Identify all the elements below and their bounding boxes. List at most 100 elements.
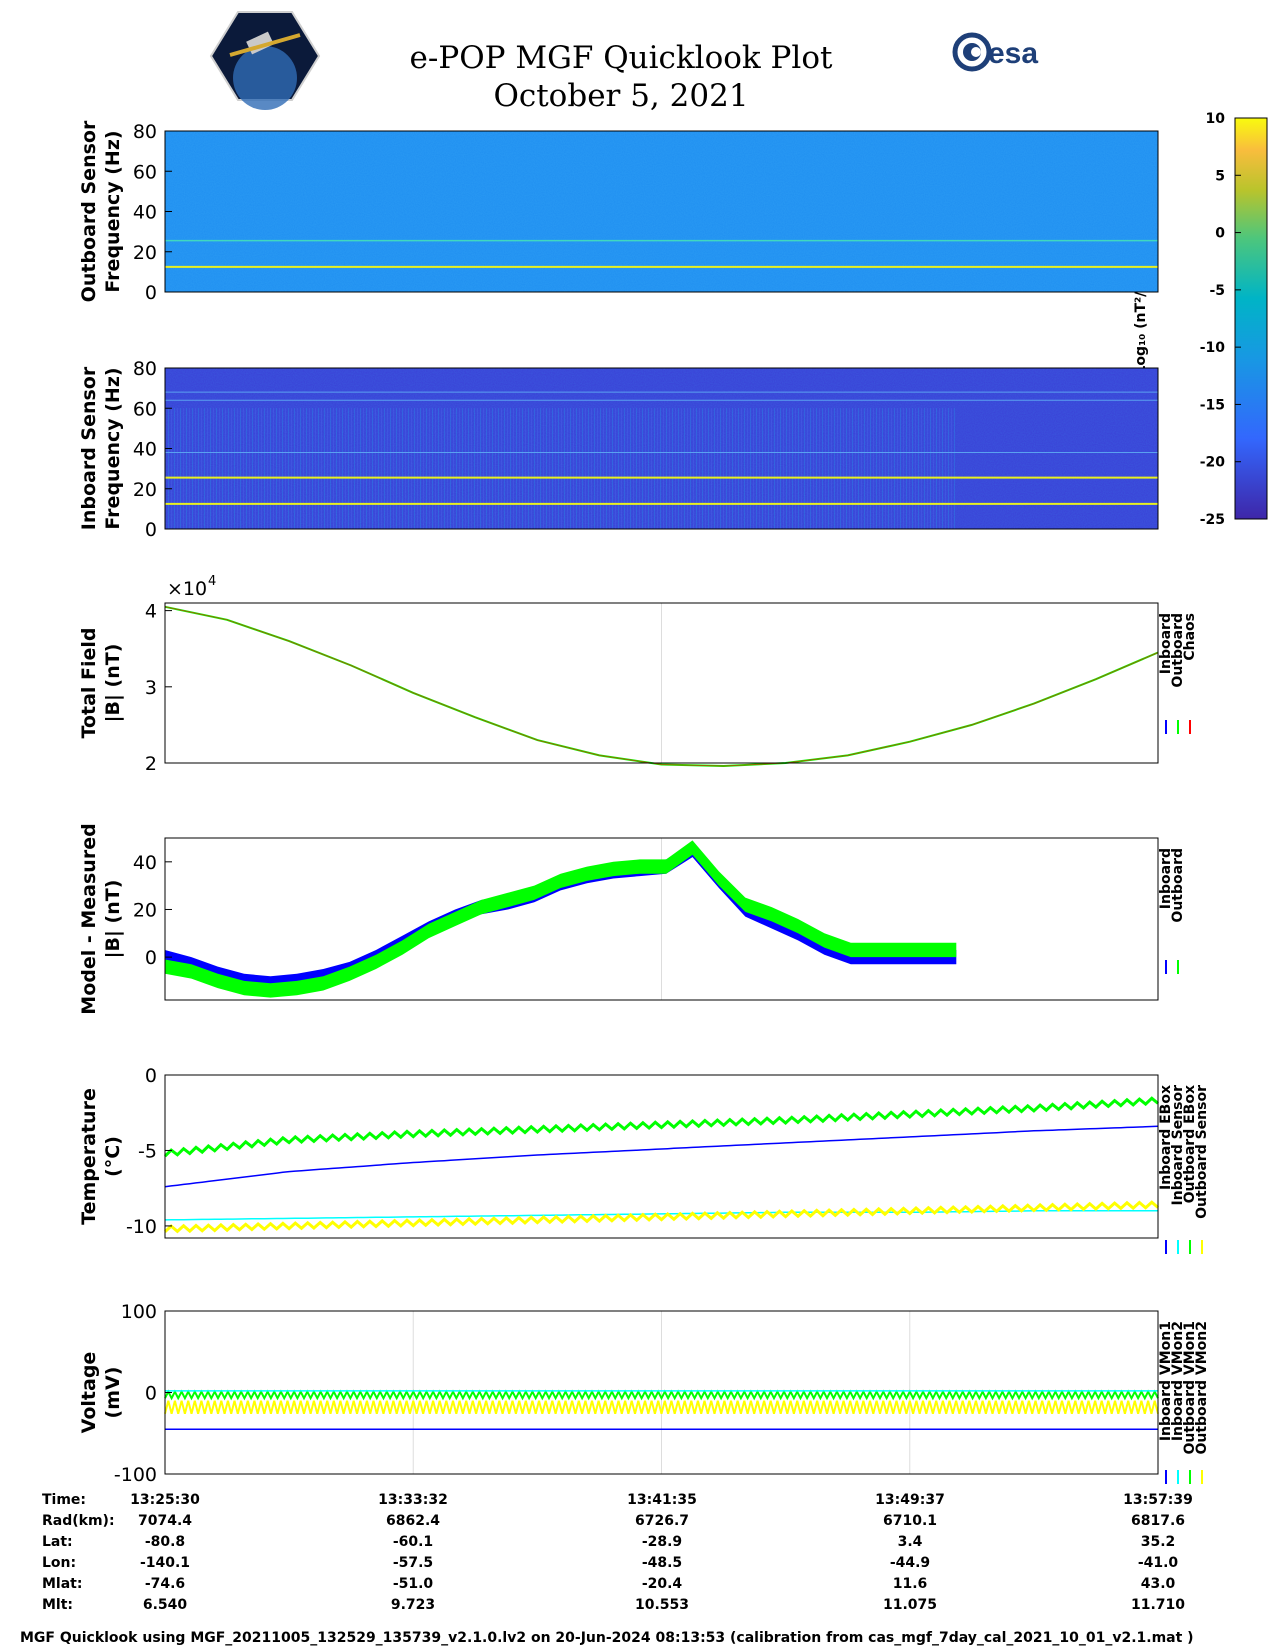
y-tick-label: 100 — [121, 1301, 157, 1323]
orbit-cell: -51.0 — [393, 1576, 434, 1592]
plot-title: e-POP MGF Quicklook Plot — [410, 40, 833, 76]
legend-label: Inboard — [1158, 613, 1174, 674]
colorbar-tick: -15 — [1200, 397, 1225, 413]
orbit-cell: 6710.1 — [883, 1513, 937, 1529]
orbit-cell: 35.2 — [1141, 1534, 1176, 1550]
y-tick-label: 20 — [133, 479, 157, 501]
y-tick-label: -100 — [114, 1464, 157, 1486]
colorbar-tick: 5 — [1215, 168, 1225, 184]
orbit-cell: 11.075 — [883, 1597, 937, 1613]
orbit-cell: 11.6 — [893, 1576, 928, 1592]
inboard-spectrogram: 80 60 40 20 0 Inboard Sensor Frequency (Hz) — [78, 358, 1159, 541]
y-axis-label: Frequency (Hz) — [102, 367, 124, 529]
y-tick-label: 0 — [145, 282, 157, 304]
orbit-table: Time: 13:25:30 13:33:32 13:41:35 13:49:37 13:… — [42, 1492, 1193, 1613]
orbit-cell: -57.5 — [393, 1555, 433, 1571]
y-tick-label: 40 — [133, 202, 157, 224]
legend-label: Inboard VMon1 — [1158, 1321, 1174, 1441]
outboard-vmon1-line — [164, 1389, 1159, 1401]
y-tick-label: -5 — [138, 1140, 157, 1162]
colorbar-tick: 10 — [1206, 111, 1226, 127]
y-tick-label: 0 — [145, 519, 157, 541]
orbit-cell: 43.0 — [1141, 1576, 1176, 1592]
colorbar-tick: -10 — [1200, 340, 1226, 356]
spectrogram-noise — [165, 131, 1158, 292]
colorbar-tick: -5 — [1209, 283, 1225, 299]
legend-label: Inboard Sensor — [1170, 1085, 1186, 1206]
colorbar-tick: -25 — [1200, 512, 1225, 528]
cassiope-logo — [209, 11, 321, 110]
esa-logo: esa — [952, 32, 1038, 72]
temperature-panel: 0 -5 -10 Temperature (°C) Inboard EBoxInboard… — [78, 1065, 1210, 1254]
orbit-row-label: Mlat: — [42, 1576, 82, 1592]
y-axis-label: (°C) — [102, 1136, 124, 1177]
orbit-cell: -41.0 — [1138, 1555, 1179, 1571]
y-axis-label: Outboard Sensor — [78, 120, 100, 302]
orbit-row-label: Rad(km): — [42, 1513, 115, 1529]
orbit-cell: 6726.7 — [635, 1513, 689, 1529]
orbit-row-label: Lon: — [42, 1555, 76, 1571]
orbit-cell: 6817.6 — [1131, 1513, 1185, 1529]
orbit-cell: -74.6 — [145, 1576, 185, 1592]
legend-label: Outboard EBox — [1182, 1085, 1198, 1203]
legend-label: Inboard — [1158, 848, 1174, 909]
y-tick-label: 0 — [145, 1065, 157, 1087]
y-axis-label: |B| (nT) — [102, 880, 124, 959]
spectrogram-noise — [165, 368, 1158, 529]
inboard-ebox-line — [164, 1125, 1159, 1188]
axes-frame — [164, 837, 1159, 1001]
outboard-residual-band — [165, 840, 957, 998]
orbit-cell: 13:25:30 — [130, 1492, 200, 1508]
model-minus-measured-panel: 40 20 0 Model - Measured |B| (nT) InboardOutb… — [78, 823, 1186, 1014]
inboard-residual-band — [165, 842, 957, 991]
outboard-sensor-line — [163, 1200, 1159, 1234]
y-axis-label: Temperature — [78, 1088, 100, 1225]
orbit-cell: 10.553 — [635, 1597, 689, 1613]
y-axis-label: |B| (nT) — [102, 644, 124, 723]
orbit-cell: -28.9 — [642, 1534, 682, 1550]
colorbar: 10 5 0 -5 -10 -15 -20 -25 Log₁₀ (nT²/Hz) — [1133, 111, 1268, 528]
orbit-cell: 13:57:39 — [1123, 1492, 1193, 1508]
orbit-cell: 11.710 — [1131, 1597, 1185, 1613]
y-axis-label: Voltage — [78, 1352, 100, 1434]
y-tick-label: 80 — [133, 121, 157, 143]
y-tick-label: 0 — [145, 947, 157, 969]
orbit-cell: 6862.4 — [386, 1513, 440, 1529]
inboard-sensor-line — [164, 1210, 1158, 1221]
y-tick-label: 20 — [133, 242, 157, 264]
colorbar-tick: -20 — [1200, 455, 1226, 471]
y-tick-label: 4 — [145, 601, 157, 623]
y-tick-label: 40 — [133, 439, 157, 461]
y-tick-label: 20 — [133, 899, 157, 921]
legend-label: Inboard VMon2 — [1170, 1321, 1186, 1441]
y-axis-label: Total Field — [78, 627, 100, 738]
y-tick-label: 2 — [145, 753, 157, 775]
orbit-cell: -44.9 — [890, 1555, 930, 1571]
orbit-cell: -20.4 — [642, 1576, 683, 1592]
orbit-row-label: Lat: — [42, 1534, 73, 1550]
chaos-total-field-line — [164, 606, 1159, 767]
orbit-cell: -48.5 — [642, 1555, 682, 1571]
orbit-cell: 13:49:37 — [875, 1492, 945, 1508]
y-exponent-power: 4 — [208, 574, 216, 589]
colorbar-tick: 0 — [1215, 226, 1225, 242]
y-tick-label: 3 — [145, 677, 157, 699]
esa-logo-text: esa — [988, 37, 1038, 70]
orbit-cell: 3.4 — [898, 1534, 923, 1550]
y-tick-label: 40 — [133, 852, 157, 874]
legend-label: Outboard Sensor — [1194, 1085, 1210, 1219]
orbit-cell: 6.540 — [143, 1597, 188, 1613]
y-tick-label: 60 — [133, 398, 157, 420]
y-tick-label: 80 — [133, 358, 157, 380]
legend-label: Outboard VMon1 — [1182, 1321, 1198, 1455]
y-axis-label: Inboard Sensor — [78, 366, 100, 530]
legend-label: Outboard — [1170, 848, 1186, 923]
y-tick-label: 60 — [133, 161, 157, 183]
outboard-spectrogram: 80 60 40 20 0 Outboard Sensor Frequency (Hz) — [78, 120, 1159, 304]
orbit-cell: -60.1 — [393, 1534, 433, 1550]
colorbar-label: Log₁₀ (nT²/Hz) — [1133, 265, 1149, 374]
legend-label: Inboard EBox — [1158, 1085, 1174, 1190]
axes-frame — [164, 602, 1159, 764]
plot-date: October 5, 2021 — [493, 78, 748, 114]
